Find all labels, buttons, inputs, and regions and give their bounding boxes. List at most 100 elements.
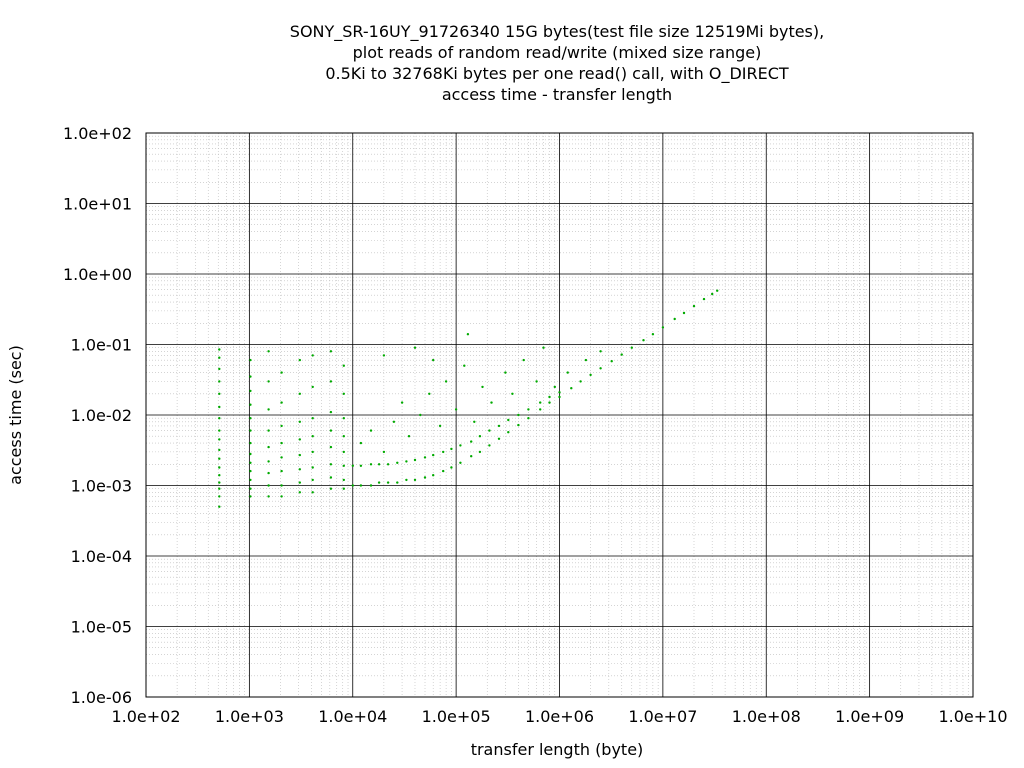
data-point xyxy=(527,408,530,411)
data-point xyxy=(454,408,458,411)
data-point xyxy=(218,348,221,351)
data-point xyxy=(478,435,482,438)
data-point xyxy=(428,392,431,395)
data-point xyxy=(311,491,314,494)
y-tick-label: 1.0e-01 xyxy=(71,336,132,355)
data-point xyxy=(249,389,252,393)
data-point xyxy=(249,358,252,362)
data-point xyxy=(497,437,501,440)
data-point xyxy=(548,401,551,404)
data-point xyxy=(405,460,408,463)
data-point xyxy=(716,289,719,292)
data-point xyxy=(218,405,221,409)
data-point xyxy=(359,464,363,467)
data-point xyxy=(311,466,314,469)
data-point xyxy=(249,487,252,490)
data-point xyxy=(369,463,373,466)
data-point xyxy=(507,418,510,422)
grid xyxy=(145,132,974,698)
y-axis-label: access time (sec) xyxy=(6,345,25,485)
data-point xyxy=(249,452,252,456)
data-point xyxy=(553,385,556,389)
data-point xyxy=(459,461,462,464)
data-point xyxy=(218,438,221,441)
data-point xyxy=(218,429,221,432)
data-point xyxy=(517,413,520,417)
data-point xyxy=(267,350,270,353)
data-point xyxy=(329,445,333,449)
x-tick-label: 1.0e+04 xyxy=(318,707,387,726)
data-point xyxy=(311,435,314,438)
data-point xyxy=(566,371,569,374)
title-line-4: access time - transfer length xyxy=(442,85,672,104)
data-point xyxy=(423,456,427,459)
data-point xyxy=(218,481,221,484)
data-point xyxy=(218,466,221,469)
x-tick-label: 1.0e+02 xyxy=(111,707,180,726)
data-point xyxy=(298,468,301,471)
data-point xyxy=(267,429,270,432)
data-point xyxy=(267,495,270,498)
y-tick-label: 1.0e-06 xyxy=(71,688,132,707)
data-point xyxy=(490,401,493,404)
data-point xyxy=(311,417,314,420)
data-point xyxy=(218,505,221,508)
data-point xyxy=(642,339,645,342)
data-point xyxy=(329,476,333,479)
data-point xyxy=(218,487,221,490)
data-point xyxy=(342,392,345,395)
chart-title: SONY_SR-16UY_91726340 15G bytes(test fil… xyxy=(290,22,824,104)
data-point xyxy=(342,464,345,467)
data-point xyxy=(267,445,270,449)
data-point xyxy=(218,495,221,498)
data-point xyxy=(351,464,354,467)
data-point xyxy=(535,380,538,383)
data-point xyxy=(459,444,462,447)
data-point xyxy=(481,385,484,389)
y-tick-label: 1.0e-02 xyxy=(71,406,132,425)
data-point xyxy=(329,410,333,414)
data-point xyxy=(444,380,448,383)
data-point xyxy=(342,487,345,490)
data-point xyxy=(369,484,373,487)
data-point xyxy=(711,292,714,296)
data-point xyxy=(342,450,345,454)
x-tick-label: 1.0e+03 xyxy=(215,707,284,726)
data-point xyxy=(599,367,602,370)
data-point xyxy=(267,408,270,411)
data-point xyxy=(280,424,283,428)
data-point xyxy=(400,401,404,404)
plot-border xyxy=(145,132,974,698)
data-point xyxy=(377,481,381,484)
x-tick-label: 1.0e+08 xyxy=(732,707,801,726)
data-point xyxy=(249,375,252,378)
data-point xyxy=(218,474,221,477)
data-point xyxy=(542,346,545,349)
data-point xyxy=(377,463,381,466)
data-point xyxy=(450,466,453,469)
data-point xyxy=(527,417,530,420)
data-point xyxy=(396,481,399,484)
x-tick-label: 1.0e+06 xyxy=(525,707,594,726)
data-point xyxy=(342,417,345,420)
title-line-2: plot reads of random read/write (mixed s… xyxy=(353,43,762,62)
data-point xyxy=(329,429,333,432)
data-point xyxy=(218,417,221,420)
data-point xyxy=(218,380,221,383)
data-point xyxy=(432,358,435,362)
data-point xyxy=(470,440,473,443)
y-tick-label: 1.0e+02 xyxy=(63,124,132,143)
data-point xyxy=(280,371,283,374)
data-point xyxy=(413,458,417,462)
data-point xyxy=(651,333,655,336)
y-tick-label: 1.0e+00 xyxy=(63,265,132,284)
data-point xyxy=(311,450,314,454)
data-point xyxy=(488,429,491,432)
data-point xyxy=(298,453,301,457)
data-point xyxy=(280,401,283,404)
data-point xyxy=(407,435,411,438)
data-point xyxy=(511,392,514,395)
x-tick-label: 1.0e+09 xyxy=(835,707,904,726)
data-points xyxy=(218,289,719,508)
